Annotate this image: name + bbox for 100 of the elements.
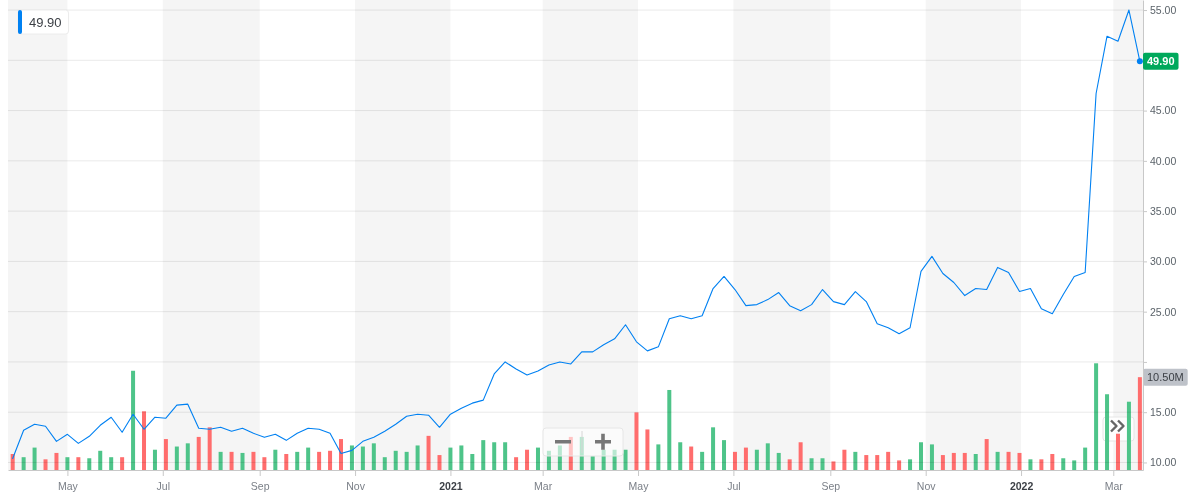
bar xyxy=(787,459,792,470)
bar xyxy=(546,450,551,470)
bar xyxy=(1028,459,1033,470)
bar xyxy=(886,451,891,470)
bar xyxy=(21,457,26,470)
bar xyxy=(251,451,256,470)
bar xyxy=(535,447,540,470)
annotation: 49.90 xyxy=(29,14,62,30)
bar xyxy=(240,452,245,470)
bar xyxy=(656,444,661,470)
bar xyxy=(54,452,59,470)
y-tick-label: 55.00 xyxy=(1150,3,1177,16)
bar xyxy=(1126,401,1131,470)
bar xyxy=(1061,458,1066,470)
bar xyxy=(481,440,486,470)
bar xyxy=(43,459,48,470)
bar xyxy=(371,443,376,470)
bar xyxy=(623,449,628,470)
bar xyxy=(678,442,683,470)
bar xyxy=(306,447,311,470)
bar xyxy=(98,450,103,470)
bar xyxy=(689,446,694,470)
y-tick-label: 30.00 xyxy=(1150,255,1177,268)
bar xyxy=(76,457,81,470)
bar xyxy=(722,440,727,470)
bar xyxy=(700,451,705,470)
bar xyxy=(273,449,278,470)
x-tick-label: May xyxy=(628,480,650,493)
bar xyxy=(711,427,716,470)
bar xyxy=(448,447,453,470)
bar xyxy=(1017,452,1022,470)
bar xyxy=(32,447,37,470)
bar xyxy=(207,427,212,470)
bar xyxy=(470,454,475,470)
bar xyxy=(426,435,431,470)
bar xyxy=(612,449,617,470)
bar xyxy=(218,451,223,470)
bar xyxy=(875,455,880,470)
x-tick-label: Sep xyxy=(250,480,270,493)
x-tick-label: Nov xyxy=(916,480,937,493)
bar xyxy=(1039,459,1044,470)
bar xyxy=(349,445,354,470)
x-tick-label: Mar xyxy=(1104,480,1124,493)
bar xyxy=(360,446,365,470)
x-tick-label: Nov xyxy=(346,480,366,493)
y-tick-label: 15.00 xyxy=(1150,406,1177,419)
x-tick-label: Mar xyxy=(534,480,553,493)
bar xyxy=(415,445,420,470)
bar xyxy=(1072,460,1077,470)
bar xyxy=(163,439,168,470)
bar xyxy=(152,449,157,470)
bar xyxy=(525,449,530,470)
y-tick-label: 45.00 xyxy=(1150,104,1177,117)
bar xyxy=(514,457,519,470)
annotation: 10.50M xyxy=(1147,371,1184,384)
bar xyxy=(196,436,201,470)
bar xyxy=(131,370,136,470)
bar xyxy=(754,449,759,470)
x-tick-label: 2022 xyxy=(1009,480,1034,493)
bar xyxy=(262,457,267,470)
bar xyxy=(732,451,737,470)
bar xyxy=(393,450,398,470)
bar xyxy=(919,442,923,470)
bar xyxy=(929,444,934,470)
bar xyxy=(973,454,978,470)
bar xyxy=(492,442,497,470)
bar xyxy=(1050,454,1055,470)
bar xyxy=(743,447,748,470)
bar xyxy=(65,457,70,470)
bar xyxy=(1105,394,1110,470)
bar xyxy=(951,452,956,470)
bar xyxy=(109,457,114,470)
bar xyxy=(776,452,781,470)
bar xyxy=(142,411,147,470)
bar xyxy=(1115,433,1120,470)
bar xyxy=(437,455,442,470)
bar xyxy=(765,443,770,470)
x-tick-label: Jul xyxy=(156,480,170,493)
bar xyxy=(284,454,289,470)
bar xyxy=(809,458,814,470)
bar xyxy=(864,455,869,470)
bar xyxy=(984,439,989,470)
bar xyxy=(328,450,333,470)
bar xyxy=(842,449,847,470)
bar xyxy=(1094,363,1099,470)
bar xyxy=(404,451,409,470)
bar xyxy=(1083,447,1088,470)
y-tick-label: 40.00 xyxy=(1150,154,1177,167)
bar xyxy=(820,458,825,470)
bar xyxy=(339,439,343,470)
bar xyxy=(1137,377,1142,470)
bar xyxy=(87,458,92,470)
bar xyxy=(590,456,595,470)
bar xyxy=(382,457,387,470)
data-label: 49.90 xyxy=(1147,55,1175,68)
bar xyxy=(798,442,803,470)
bar xyxy=(174,446,179,470)
x-tick-label: Sep xyxy=(821,480,841,493)
x-tick-label: May xyxy=(57,480,79,493)
bar xyxy=(940,455,945,470)
